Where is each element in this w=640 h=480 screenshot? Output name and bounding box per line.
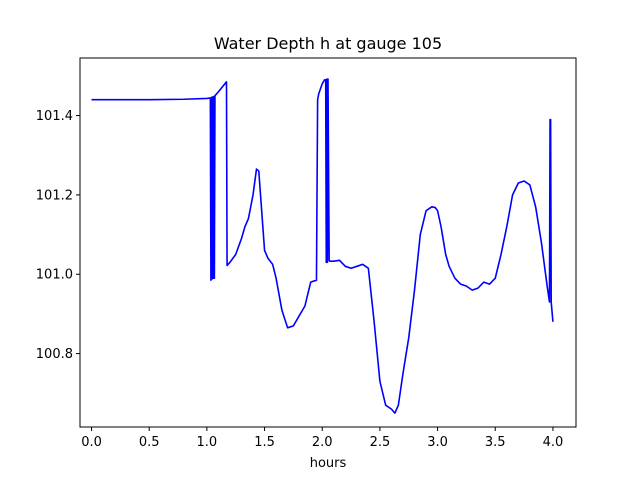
y-tick-label: 101.0 [36, 268, 73, 283]
x-axis-label: hours [310, 456, 347, 471]
y-axis: 100.8 101.0 101.2 101.4 [36, 109, 80, 362]
x-tick-label: 0.5 [139, 435, 160, 450]
plot-area [91, 78, 554, 414]
chart-title: Water Depth h at gauge 105 [214, 34, 442, 53]
x-tick-label: 1.5 [254, 435, 275, 450]
x-tick-label: 1.0 [197, 435, 218, 450]
x-tick-label: 4.0 [543, 435, 564, 450]
x-tick-label: 2.0 [312, 435, 333, 450]
y-tick-label: 100.8 [36, 347, 73, 362]
y-tick-label: 101.2 [36, 188, 73, 203]
axes-frame [79, 57, 577, 428]
series-line-0 [91, 78, 554, 414]
x-tick-label: 3.0 [427, 435, 448, 450]
y-tick-label: 101.4 [36, 109, 73, 124]
x-tick-label: 2.5 [370, 435, 391, 450]
x-tick-label: 3.5 [485, 435, 506, 450]
x-tick-label: 0.0 [81, 435, 102, 450]
x-axis: 0.0 0.5 1.0 1.5 2.0 2.5 3.0 3.5 4.0 [81, 427, 563, 450]
